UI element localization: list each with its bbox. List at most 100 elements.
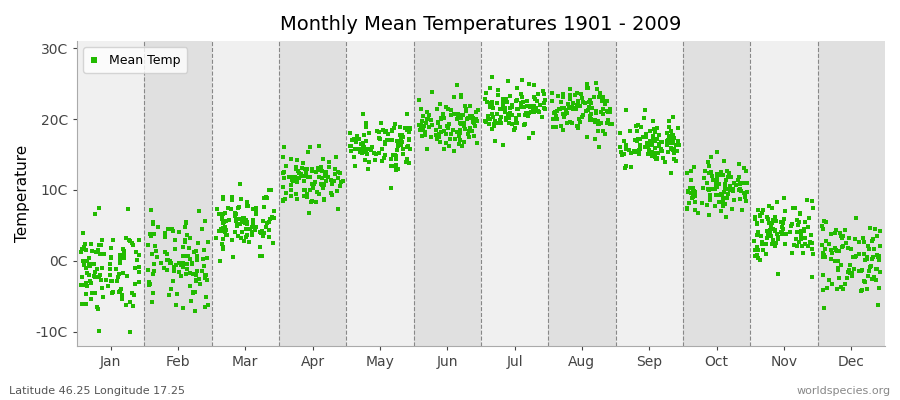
Mean Temp [521, 80, 535, 87]
Mean Temp [720, 168, 734, 175]
Mean Temp [454, 121, 468, 127]
Mean Temp [258, 194, 273, 200]
Mean Temp [720, 195, 734, 202]
Mean Temp [701, 159, 716, 166]
Mean Temp [328, 178, 342, 184]
Mean Temp [319, 173, 333, 180]
Mean Temp [230, 223, 244, 229]
Mean Temp [667, 146, 681, 152]
Mean Temp [113, 286, 128, 292]
Mean Temp [575, 95, 590, 102]
Mean Temp [518, 121, 532, 128]
Mean Temp [214, 226, 229, 232]
Bar [818, 41, 885, 346]
Mean Temp [727, 197, 742, 204]
Mean Temp [537, 106, 552, 112]
Mean Temp [863, 263, 878, 270]
Mean Temp [684, 194, 698, 201]
Mean Temp [414, 106, 428, 112]
Mean Temp [835, 235, 850, 242]
Mean Temp [289, 164, 303, 170]
Mean Temp [262, 234, 276, 240]
Mean Temp [389, 162, 403, 168]
Mean Temp [231, 205, 246, 211]
Mean Temp [683, 168, 698, 174]
Mean Temp [869, 266, 884, 272]
Mean Temp [800, 243, 814, 250]
Mean Temp [842, 266, 856, 273]
Mean Temp [532, 109, 546, 116]
Mean Temp [548, 112, 562, 119]
Mean Temp [189, 277, 203, 284]
Mean Temp [171, 229, 185, 235]
Mean Temp [257, 204, 272, 210]
Mean Temp [110, 278, 124, 284]
Mean Temp [215, 216, 230, 222]
Mean Temp [633, 146, 647, 152]
Bar [212, 41, 279, 346]
Mean Temp [748, 247, 762, 254]
Mean Temp [734, 196, 748, 202]
Mean Temp [225, 236, 239, 243]
Mean Temp [301, 149, 315, 155]
Mean Temp [647, 126, 662, 132]
Mean Temp [751, 229, 765, 235]
Mean Temp [764, 233, 778, 240]
Mean Temp [183, 256, 197, 262]
Mean Temp [230, 218, 244, 225]
Mean Temp [428, 132, 443, 138]
Mean Temp [484, 110, 499, 117]
Mean Temp [509, 120, 524, 127]
Mean Temp [349, 136, 364, 142]
Mean Temp [792, 218, 806, 225]
Mean Temp [331, 206, 346, 212]
Mean Temp [278, 162, 293, 169]
Mean Temp [266, 240, 280, 246]
Mean Temp [787, 242, 801, 248]
Mean Temp [816, 287, 831, 294]
Mean Temp [310, 166, 325, 173]
Mean Temp [590, 118, 605, 124]
Mean Temp [803, 239, 817, 246]
Mean Temp [176, 253, 191, 260]
Mean Temp [99, 277, 113, 283]
Mean Temp [344, 148, 358, 154]
Mean Temp [119, 302, 133, 309]
Mean Temp [835, 286, 850, 292]
Mean Temp [210, 206, 224, 212]
Mean Temp [188, 271, 202, 278]
Mean Temp [750, 221, 764, 227]
Mean Temp [393, 142, 408, 148]
Mean Temp [307, 181, 321, 187]
Mean Temp [238, 220, 253, 227]
Mean Temp [627, 148, 642, 155]
Mean Temp [442, 143, 456, 149]
Mean Temp [130, 257, 144, 263]
Mean Temp [436, 128, 451, 134]
Mean Temp [115, 296, 130, 302]
Mean Temp [112, 289, 126, 295]
Mean Temp [285, 178, 300, 184]
Mean Temp [446, 127, 460, 133]
Bar [751, 41, 818, 346]
Mean Temp [482, 120, 497, 127]
Mean Temp [766, 237, 780, 243]
Mean Temp [402, 126, 417, 132]
Mean Temp [520, 103, 535, 110]
Mean Temp [321, 164, 336, 170]
Mean Temp [750, 251, 764, 258]
Mean Temp [82, 255, 96, 262]
Mean Temp [439, 130, 454, 137]
Mean Temp [645, 132, 660, 139]
Mean Temp [186, 288, 201, 295]
Mean Temp [104, 277, 119, 284]
Mean Temp [557, 114, 572, 121]
Mean Temp [425, 89, 439, 95]
Mean Temp [454, 92, 469, 98]
Mean Temp [309, 198, 323, 205]
Mean Temp [555, 127, 570, 133]
Mean Temp [246, 221, 260, 227]
Mean Temp [297, 186, 311, 193]
Mean Temp [869, 252, 884, 258]
Mean Temp [832, 229, 847, 236]
